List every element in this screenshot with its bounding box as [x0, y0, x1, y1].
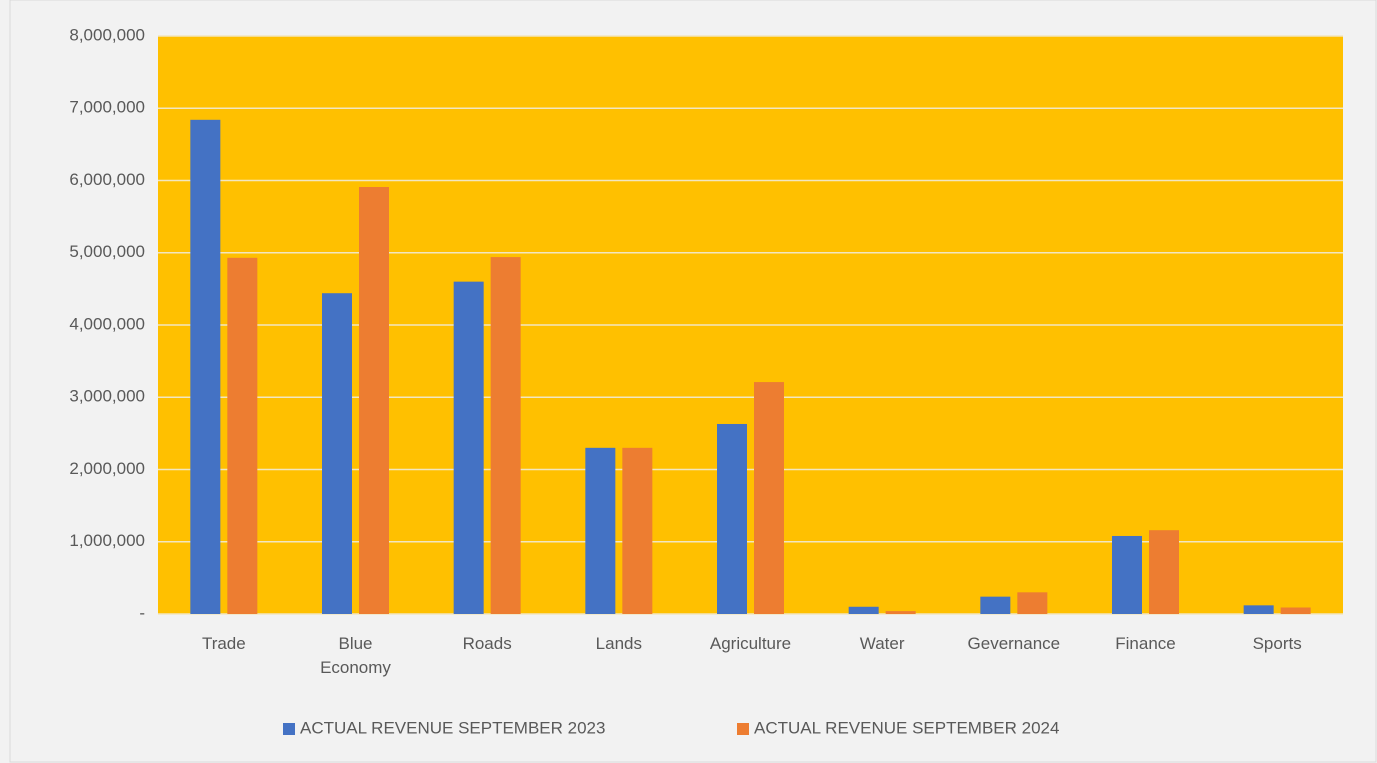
bar — [1280, 607, 1311, 614]
bar — [322, 293, 352, 614]
bar — [490, 257, 521, 614]
bar — [227, 257, 258, 614]
bar — [1017, 592, 1048, 614]
y-tick-label: 8,000,000 — [69, 25, 145, 44]
bar — [1112, 535, 1142, 614]
y-tick-label: 5,000,000 — [69, 242, 145, 261]
legend-swatch — [737, 723, 749, 735]
bar — [717, 423, 747, 614]
bar — [190, 119, 221, 614]
bar — [754, 382, 784, 614]
legend-label: ACTUAL REVENUE SEPTEMBER 2023 — [300, 718, 605, 737]
y-tick-label: 3,000,000 — [69, 387, 145, 406]
x-tick-label: Roads — [462, 634, 512, 653]
x-tick-label: Trade — [201, 634, 246, 653]
y-tick-label: 1,000,000 — [69, 531, 145, 550]
x-tick-label: Lands — [595, 634, 642, 653]
x-tick-label: Water — [859, 634, 905, 653]
bar — [848, 606, 879, 614]
bar — [1243, 605, 1274, 614]
legend-swatch — [283, 723, 295, 735]
y-tick-label: 2,000,000 — [69, 459, 145, 478]
bar — [453, 281, 484, 614]
bar — [885, 611, 916, 614]
legend-label: ACTUAL REVENUE SEPTEMBER 2024 — [754, 718, 1059, 737]
bar — [980, 596, 1011, 614]
bar — [585, 447, 616, 614]
x-tick-label: Sports — [1252, 634, 1302, 653]
x-tick-label: Gevernance — [967, 634, 1061, 653]
bar — [1149, 530, 1179, 614]
y-tick-label: 4,000,000 — [69, 314, 145, 333]
y-tick-label: - — [139, 603, 145, 622]
x-tick-label: Blue Economy — [320, 634, 391, 677]
x-tick-label: Finance — [1115, 634, 1176, 653]
bar — [622, 447, 653, 614]
y-tick-label: 7,000,000 — [69, 98, 145, 117]
x-tick-label: Agriculture — [709, 634, 792, 653]
bar — [359, 187, 389, 614]
y-tick-label: 6,000,000 — [69, 170, 145, 189]
